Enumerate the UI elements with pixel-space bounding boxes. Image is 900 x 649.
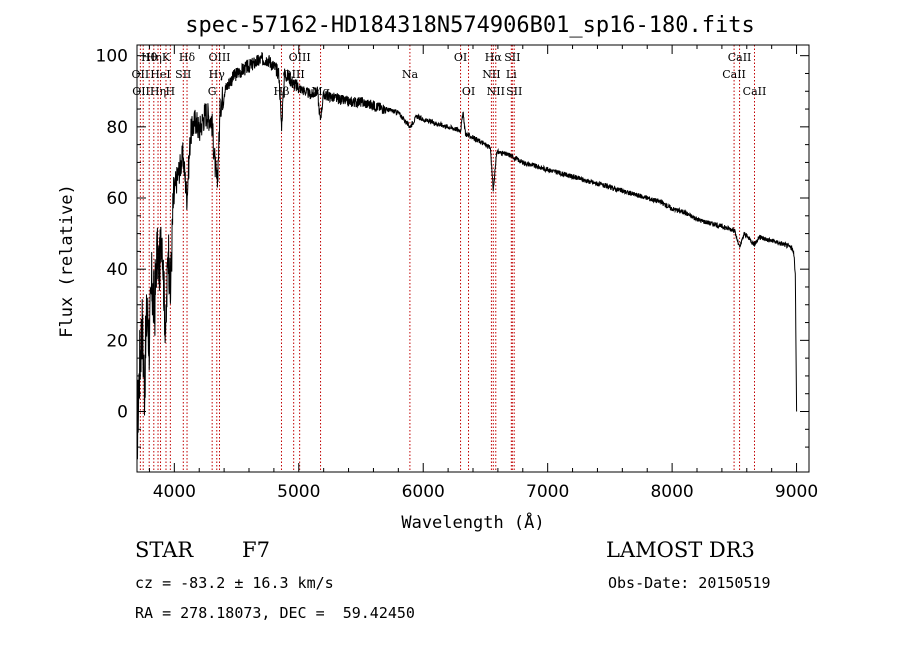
line-marker-label: OIII <box>289 51 311 64</box>
redshift-cz: cz = -83.2 ± 16.3 km/s <box>135 574 334 592</box>
line-marker-label: OIII <box>208 51 230 64</box>
x-tick-label: 6000 <box>402 482 445 502</box>
line-marker-label: OIII <box>132 85 154 98</box>
object-class: STAR <box>135 538 194 562</box>
line-marker-label: CaII <box>743 85 767 98</box>
line-marker-label: Hα <box>485 51 503 64</box>
line-marker-label: HeI <box>150 68 170 81</box>
y-tick-label: 0 <box>117 403 128 423</box>
x-tick-label: 7000 <box>526 482 569 502</box>
line-marker-label: SII <box>175 68 191 81</box>
x-axis-title: Wavelength (Å) <box>401 511 544 533</box>
coordinates: RA = 278.18073, DEC = 59.42450 <box>135 604 415 622</box>
y-axis-title: Flux (relative) <box>57 184 77 338</box>
line-marker-labels: OIIOIIIHθHηHηHeIKHSIIHδGHγOIIIHβOIIIOIII… <box>132 51 767 98</box>
chart-title: spec-57162-HD184318N574906B01_sp16-180.f… <box>185 13 755 38</box>
line-marker-label: G <box>208 85 217 98</box>
x-tick-label: 5000 <box>277 482 320 502</box>
line-marker-label: Hβ <box>274 85 290 98</box>
line-marker-label: NII <box>482 68 500 81</box>
spectrum-line <box>136 52 798 460</box>
x-tick-label: 8000 <box>650 482 693 502</box>
line-marker-label: Na <box>402 68 419 81</box>
line-marker-label: OIII <box>283 68 305 81</box>
line-marker-label: NII <box>487 85 505 98</box>
line-marker-label: OII <box>132 68 150 81</box>
survey-name: LAMOST DR3 <box>606 538 755 562</box>
y-tick-label: 20 <box>106 331 128 351</box>
y-tick-label: 80 <box>106 118 128 138</box>
line-marker-label: K <box>162 51 171 64</box>
obs-date: Obs-Date: 20150519 <box>608 574 771 592</box>
line-marker-label: Li <box>506 68 517 81</box>
line-marker-label: OI <box>462 85 475 98</box>
line-marker-label: SII <box>504 51 520 64</box>
line-marker-label: Hθ <box>141 51 158 64</box>
line-marker-label: Hη <box>150 85 166 98</box>
line-marker-label: SII <box>506 85 522 98</box>
x-tick-label: 9000 <box>775 482 818 502</box>
subclass: F7 <box>242 538 270 562</box>
line-marker-label: Mg <box>311 85 329 98</box>
line-marker-label: H <box>166 85 176 98</box>
y-tick-label: 100 <box>96 47 128 67</box>
axis-ticks: 4000 5000 6000 7000 8000 9000 0 20 40 60 80 100 <box>96 45 818 502</box>
plot-frame <box>136 44 810 473</box>
line-marker-label: Hη <box>146 51 162 64</box>
y-tick-label: 60 <box>106 189 128 209</box>
line-marker-label: Hγ <box>209 68 226 81</box>
y-tick-label: 40 <box>106 260 128 280</box>
line-marker-label: Hδ <box>179 51 196 64</box>
line-marker-label: OI <box>454 51 467 64</box>
line-marker-label: CaII <box>728 51 752 64</box>
line-markers <box>139 45 755 472</box>
line-marker-label: CaII <box>722 68 746 81</box>
x-tick-label: 4000 <box>153 482 196 502</box>
